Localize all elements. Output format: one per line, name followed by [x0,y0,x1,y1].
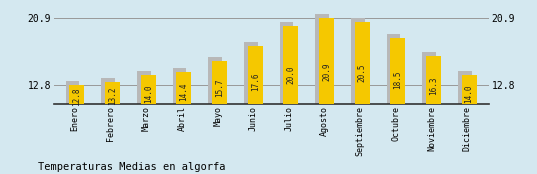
Bar [462,76,476,104]
Bar [387,34,400,104]
Bar [208,57,222,104]
Bar [69,85,84,104]
Text: 18.5: 18.5 [393,70,402,89]
Bar [423,52,436,104]
Bar [248,46,263,104]
Bar [319,18,334,104]
Text: 14.4: 14.4 [179,83,188,101]
Bar [426,56,441,104]
Bar [390,38,405,104]
Bar [101,78,115,104]
Bar [351,18,365,104]
Text: 20.0: 20.0 [286,65,295,84]
Bar [137,71,151,104]
Text: 14.0: 14.0 [465,84,474,103]
Bar [212,61,227,104]
Bar [244,42,258,104]
Bar [176,72,191,104]
Text: Temperaturas Medias en algorfa: Temperaturas Medias en algorfa [38,162,225,172]
Text: 20.5: 20.5 [358,64,367,82]
Text: 17.6: 17.6 [251,73,260,91]
Bar [173,68,186,104]
Bar [141,76,156,104]
Text: 12.8: 12.8 [72,88,82,106]
Text: 15.7: 15.7 [215,79,224,97]
Bar [458,71,471,104]
Text: 20.9: 20.9 [322,62,331,81]
Text: 16.3: 16.3 [429,77,438,95]
Bar [284,26,298,104]
Bar [315,14,329,104]
Bar [280,22,293,104]
Text: 14.0: 14.0 [144,84,153,103]
Bar [105,82,120,104]
Bar [66,81,79,104]
Bar [354,22,369,104]
Text: 13.2: 13.2 [108,87,117,105]
